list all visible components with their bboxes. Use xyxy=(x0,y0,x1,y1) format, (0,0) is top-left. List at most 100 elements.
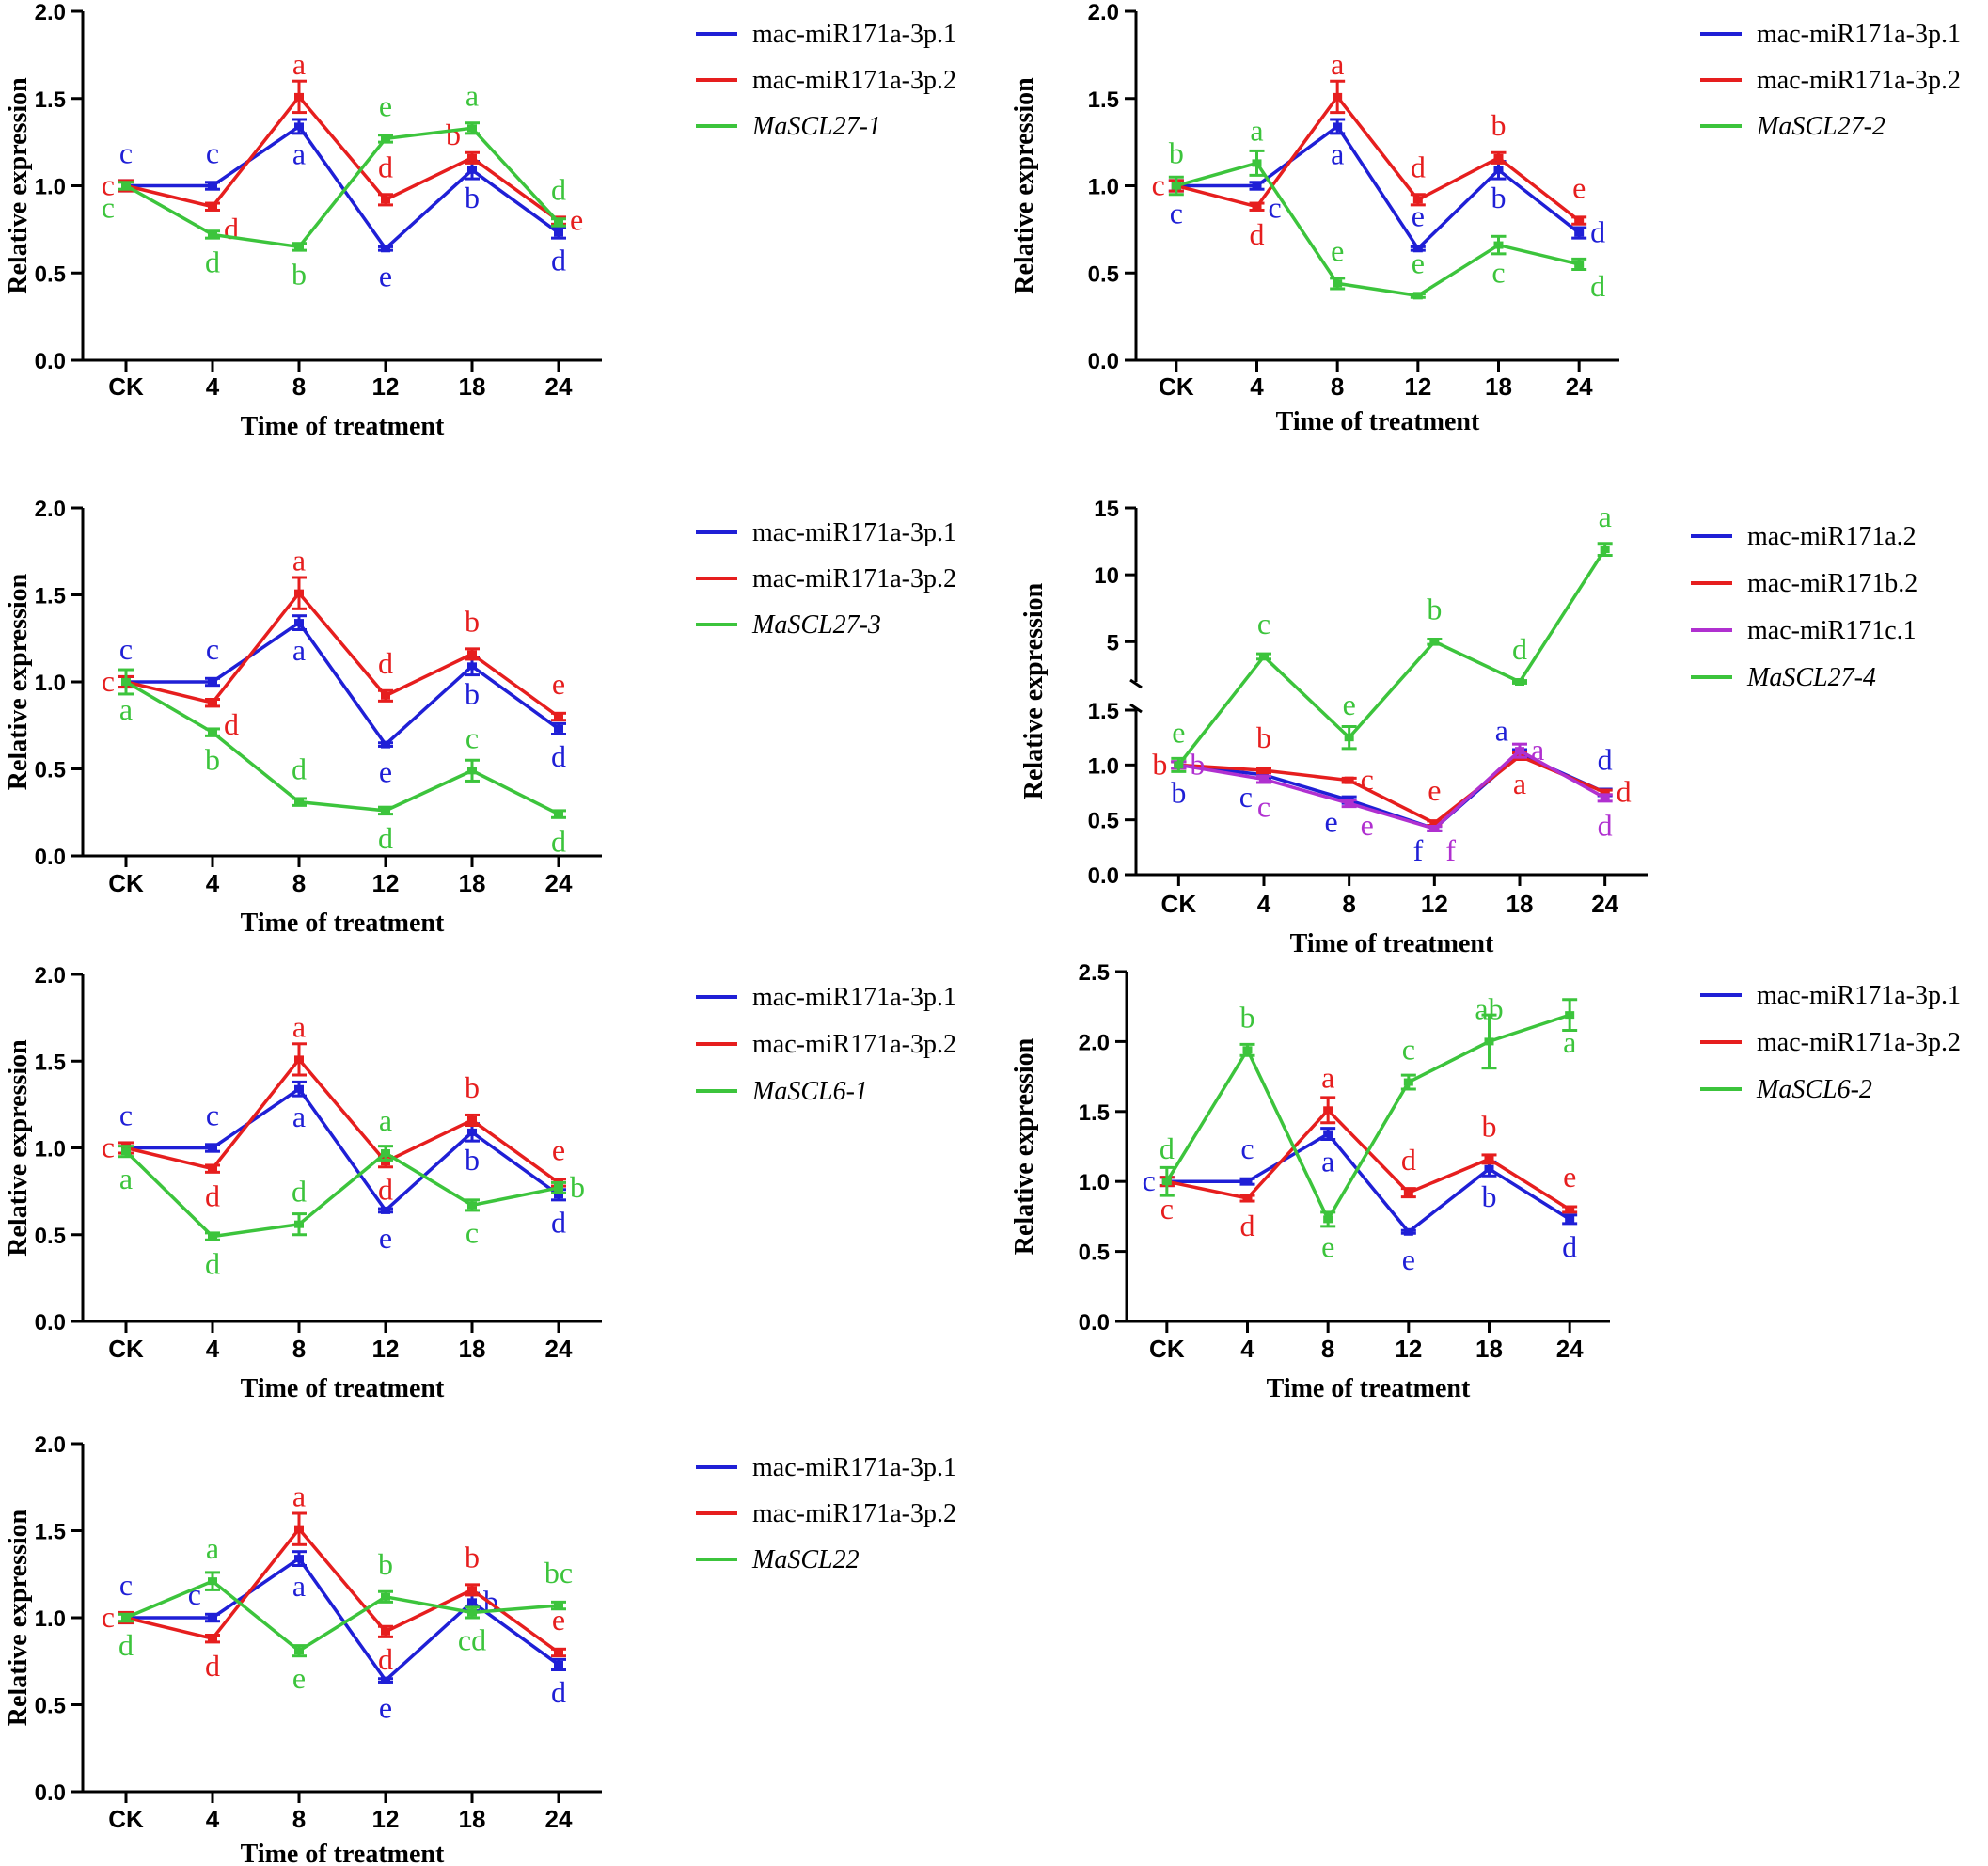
data-point xyxy=(208,678,217,686)
x-axis-title: Time of treatment xyxy=(1290,929,1494,958)
x-tick-label: 18 xyxy=(459,1805,486,1833)
data-point xyxy=(1344,734,1354,742)
significance-label: e xyxy=(552,1132,565,1166)
significance-label: e xyxy=(1343,688,1356,721)
data-point xyxy=(467,1608,477,1617)
data-point xyxy=(294,1220,304,1228)
significance-label: d xyxy=(1401,1143,1416,1177)
data-point xyxy=(1515,678,1524,686)
significance-label: e xyxy=(1563,1160,1576,1194)
data-point xyxy=(1429,819,1440,828)
significance-label: e xyxy=(1172,715,1185,749)
significance-label: b xyxy=(465,1070,480,1104)
x-tick-label: 8 xyxy=(292,1805,306,1833)
data-point xyxy=(467,153,477,162)
significance-label: e xyxy=(552,1603,565,1637)
data-point xyxy=(554,229,563,237)
significance-label: a xyxy=(292,136,306,170)
significance-label: b xyxy=(465,181,480,214)
y-tick-label: 0.5 xyxy=(1088,809,1119,834)
y-tick-label: 0.0 xyxy=(1088,349,1119,374)
series-line xyxy=(125,1526,560,1654)
legend-label: MaSCL27-2 xyxy=(1756,112,1885,141)
x-tick-label: 12 xyxy=(372,869,400,897)
legend-label: mac-miR171a-3p.1 xyxy=(1757,981,1961,1010)
data-point xyxy=(554,1191,563,1199)
data-point xyxy=(1493,241,1504,249)
y-tick-label: 1.0 xyxy=(35,671,66,696)
significance-label: c xyxy=(102,664,115,698)
series-line xyxy=(1166,1131,1571,1235)
x-tick-label: 18 xyxy=(1507,890,1534,918)
significance-label: cd xyxy=(458,1622,486,1656)
y-tick-label: 1.5 xyxy=(1079,1100,1110,1126)
significance-label: c xyxy=(465,720,479,754)
significance-label: e xyxy=(1361,808,1374,842)
data-point xyxy=(294,1555,304,1563)
data-point xyxy=(294,1084,304,1093)
y-tick-label: 2.0 xyxy=(35,0,66,25)
significance-label: d xyxy=(378,821,393,855)
legend-label: mac-miR171a-3p.2 xyxy=(752,564,956,593)
x-tick-label: CK xyxy=(108,1335,144,1363)
significance-label: a xyxy=(1599,499,1612,533)
significance-label: a xyxy=(465,78,479,112)
significance-label: bc xyxy=(544,1556,573,1589)
significance-label: a xyxy=(379,1103,392,1137)
legend-label: mac-miR171a-3p.2 xyxy=(752,1030,956,1059)
significance-label: c xyxy=(1257,607,1270,640)
data-point xyxy=(1403,1227,1413,1236)
y-tick-label: 0.0 xyxy=(35,1310,66,1336)
series-line xyxy=(124,1149,560,1239)
data-point xyxy=(554,1649,563,1656)
series-line xyxy=(1175,123,1581,252)
y-tick-label: 5 xyxy=(1107,630,1119,656)
y-tick-label: 1.5 xyxy=(35,1050,66,1075)
data-point xyxy=(208,182,217,190)
data-point xyxy=(294,92,304,101)
x-tick-label: 8 xyxy=(292,1335,306,1363)
significance-label: e xyxy=(379,1691,392,1725)
data-point xyxy=(294,1055,304,1064)
legend-label: mac-miR171a-3p.1 xyxy=(752,20,956,49)
x-tick-label: 4 xyxy=(1250,372,1264,401)
significance-label: a xyxy=(292,1009,306,1043)
legend-label: MaSCL6-1 xyxy=(751,1077,868,1106)
data-point xyxy=(1574,229,1585,237)
data-point xyxy=(294,122,304,131)
significance-label: c xyxy=(1239,780,1253,814)
significance-label: c xyxy=(1491,256,1505,290)
significance-label: b xyxy=(292,257,307,291)
chart-panel-MaSCL22: 0.0 0.5 1.0 1.5 2.0 CK 4 8 12 18 24 Time of treatme… xyxy=(4,1432,956,1866)
data-point xyxy=(1484,1037,1494,1046)
series-line xyxy=(125,94,560,223)
data-point xyxy=(467,1201,477,1210)
legend-label: mac-miR171a-3p.2 xyxy=(1757,1028,1961,1057)
x-tick-label: 8 xyxy=(1342,890,1355,918)
x-tick-label: CK xyxy=(108,869,144,897)
significance-label: d xyxy=(551,1205,566,1239)
data-point xyxy=(467,124,477,133)
significance-label: b xyxy=(465,604,480,638)
data-point xyxy=(1259,775,1269,783)
y-axis-title: Relative expression xyxy=(4,1509,33,1726)
x-tick-label: CK xyxy=(108,372,144,401)
significance-label: d xyxy=(551,244,566,277)
data-point xyxy=(1242,1178,1253,1186)
y-tick-label: 2.0 xyxy=(35,497,66,522)
data-point xyxy=(1484,1164,1494,1173)
significance-label: b xyxy=(1190,747,1205,781)
data-point xyxy=(1403,1078,1413,1086)
significance-label: d xyxy=(551,172,566,206)
data-point xyxy=(1600,788,1610,797)
x-tick-label: 24 xyxy=(545,372,573,401)
data-point xyxy=(1493,153,1504,162)
data-point xyxy=(1344,776,1354,784)
y-axis-title: Relative expression xyxy=(4,77,33,294)
data-point xyxy=(1333,279,1343,288)
data-point xyxy=(208,1144,217,1152)
significance-label: b xyxy=(1169,136,1184,170)
